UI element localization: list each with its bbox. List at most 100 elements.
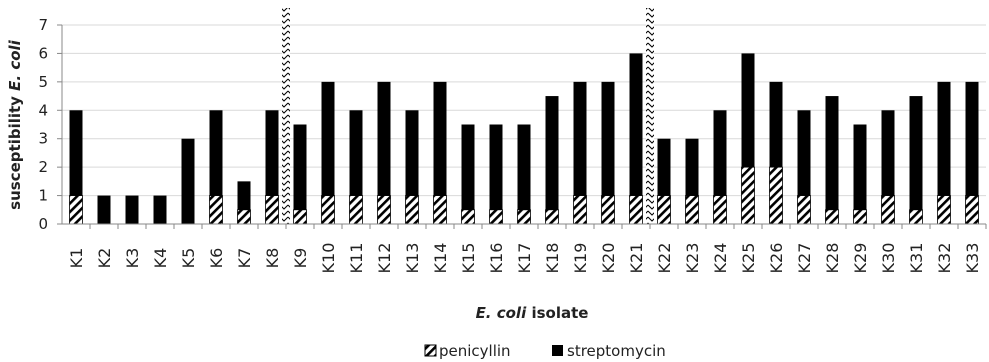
bar-streptomycin-K3: [125, 195, 139, 224]
x-tick-label-K6: K6: [207, 248, 226, 269]
bar-penicyllin-K23: [685, 195, 699, 225]
bar-penicyllin-K8: [265, 195, 279, 225]
x-axis-title: E. coli isolate: [476, 304, 589, 322]
bar-streptomycin-K20: [601, 81, 615, 196]
bar-streptomycin-K28: [825, 96, 839, 210]
bar-streptomycin-K22: [657, 138, 671, 196]
y-axis-title-plain: susceptibility: [6, 91, 24, 210]
bar-streptomycin-K33: [965, 81, 979, 196]
x-tick-label-K30: K30: [879, 243, 898, 274]
x-tick-label-K27: K27: [795, 243, 814, 274]
group-separator-K21: [646, 8, 654, 224]
bar-streptomycin-K17: [517, 124, 531, 210]
y-tick-label: 7: [38, 16, 48, 34]
bar-streptomycin-K1: [69, 110, 83, 196]
x-tick-label-K3: K3: [123, 248, 142, 269]
x-tick-label-K1: K1: [67, 248, 86, 269]
bar-penicyllin-K10: [321, 195, 335, 225]
x-tick-label-K26: K26: [767, 243, 786, 274]
bar-streptomycin-K5: [181, 138, 195, 224]
x-axis-title-rest: isolate: [526, 304, 588, 322]
x-tick-label-K9: K9: [291, 248, 310, 269]
bar-penicyllin-K14: [433, 195, 447, 225]
x-tick-label-K33: K33: [963, 243, 982, 274]
x-tick-label-K17: K17: [515, 243, 534, 274]
y-axis-title: susceptibility E. coli: [6, 39, 24, 209]
bar-streptomycin-K8: [265, 110, 279, 196]
bar-streptomycin-K30: [881, 110, 895, 196]
x-tick-label-K32: K32: [935, 243, 954, 274]
group-separator-K8: [282, 8, 290, 224]
y-tick-label: 6: [38, 44, 48, 62]
x-tick-label-K23: K23: [683, 243, 702, 274]
bar-streptomycin-K12: [377, 81, 391, 196]
bar-penicyllin-K28: [825, 209, 839, 225]
x-tick-label-K15: K15: [459, 243, 478, 274]
x-tick-label-K14: K14: [431, 243, 450, 274]
x-tick-label-K11: K11: [347, 243, 366, 274]
x-tick-label-K22: K22: [655, 243, 674, 274]
bar-streptomycin-K19: [573, 81, 587, 196]
x-tick-label-K29: K29: [851, 243, 870, 274]
legend: penicyllin streptomycin: [424, 342, 666, 360]
bar-streptomycin-K4: [153, 195, 167, 224]
x-tick-label-K5: K5: [179, 248, 198, 269]
axes: [61, 25, 986, 225]
x-tick-label-K25: K25: [739, 243, 758, 274]
y-tick-labels: 0 1 2 3 4 5 6 7: [38, 16, 62, 233]
bar-streptomycin-K23: [685, 138, 699, 196]
bar-streptomycin-K2: [97, 195, 111, 224]
x-tick-label-K19: K19: [571, 243, 590, 274]
x-tick-label-K4: K4: [151, 248, 170, 269]
bar-streptomycin-K11: [349, 110, 363, 196]
bar-streptomycin-K7: [237, 181, 251, 210]
bar-streptomycin-K29: [853, 124, 867, 210]
bar-penicyllin-K15: [461, 209, 475, 225]
separators: [282, 8, 654, 224]
bar-penicyllin-K18: [545, 209, 559, 225]
bar-penicyllin-K24: [713, 195, 727, 225]
bar-penicyllin-K29: [853, 209, 867, 225]
x-tick-label-K10: K10: [319, 243, 338, 274]
bar-streptomycin-K16: [489, 124, 503, 210]
x-tick-label-K24: K24: [711, 243, 730, 274]
x-tick-label-K21: K21: [627, 243, 646, 274]
bar-penicyllin-K33: [965, 195, 979, 225]
y-tick-label: 5: [38, 73, 48, 91]
bar-penicyllin-K12: [377, 195, 391, 225]
bar-streptomycin-K13: [405, 110, 419, 196]
x-tick-label-K18: K18: [543, 243, 562, 274]
x-tick-label-K31: K31: [907, 243, 926, 274]
x-axis-title-italic: E. coli: [476, 304, 528, 322]
y-axis-title-italic: E. coli: [6, 39, 24, 91]
bar-penicyllin-K31: [909, 209, 923, 225]
y-tick-label: 3: [38, 130, 48, 148]
y-tick-label: 2: [38, 158, 48, 176]
bar-penicyllin-K11: [349, 195, 363, 225]
bar-penicyllin-K25: [741, 166, 755, 225]
bar-penicyllin-K27: [797, 195, 811, 225]
x-tick-label-K28: K28: [823, 243, 842, 274]
bar-penicyllin-K16: [489, 209, 503, 225]
bar-penicyllin-K26: [769, 166, 783, 225]
x-tick-label-K13: K13: [403, 243, 422, 274]
y-tick-label: 0: [38, 215, 48, 233]
legend-swatch-streptomycin: [552, 345, 563, 356]
bar-streptomycin-K9: [293, 124, 307, 210]
legend-swatch-penicyllin: [424, 344, 437, 357]
bar-streptomycin-K26: [769, 81, 783, 168]
bar-streptomycin-K24: [713, 110, 727, 196]
bar-penicyllin-K30: [881, 195, 895, 225]
x-tick-labels: K1 K2 K3 K4 K5 K6 K7 K8 K9 K10 K11 K12 K13 K14 K15 K16 K…: [67, 224, 987, 274]
x-tick-label-K8: K8: [263, 248, 282, 269]
bar-penicyllin-K9: [293, 209, 307, 225]
bar-streptomycin-K15: [461, 124, 475, 210]
x-tick-label-K16: K16: [487, 243, 506, 274]
bar-penicyllin-K13: [405, 195, 419, 225]
bar-streptomycin-K6: [209, 110, 223, 196]
bar-penicyllin-K1: [69, 195, 83, 225]
bar-penicyllin-K20: [601, 195, 615, 225]
x-tick-label-K2: K2: [95, 248, 114, 269]
bar-streptomycin-K31: [909, 96, 923, 210]
